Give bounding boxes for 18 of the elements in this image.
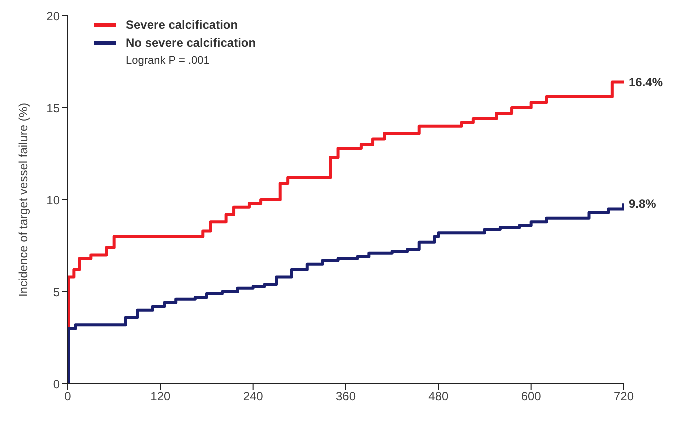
annotation: 16.4% (629, 76, 664, 90)
x-tick-label: 120 (150, 390, 171, 404)
x-tick-label: 360 (336, 390, 356, 404)
y-tick-label: 10 (46, 193, 60, 208)
legend-label: Severe calcification (125, 17, 240, 34)
y-tick-label: 20 (46, 9, 60, 24)
y-tick-label: 0 (53, 377, 60, 392)
x-tick-label: 600 (521, 390, 542, 404)
y-tick-label: 15 (46, 101, 60, 116)
x-tick-label: 240 (243, 390, 264, 404)
x-tick-label: 0 (64, 390, 72, 404)
annotation: 9.8% (629, 196, 657, 211)
y-axis-title: Incidence of target vessel failure (%) (16, 102, 30, 298)
x-tick-label: 480 (428, 390, 449, 404)
legend-label: No severe calcification (125, 35, 256, 52)
annotation: Logrank P = .001 (126, 54, 211, 69)
y-tick-label: 5 (53, 285, 60, 300)
x-tick-label: 720 (614, 390, 634, 404)
